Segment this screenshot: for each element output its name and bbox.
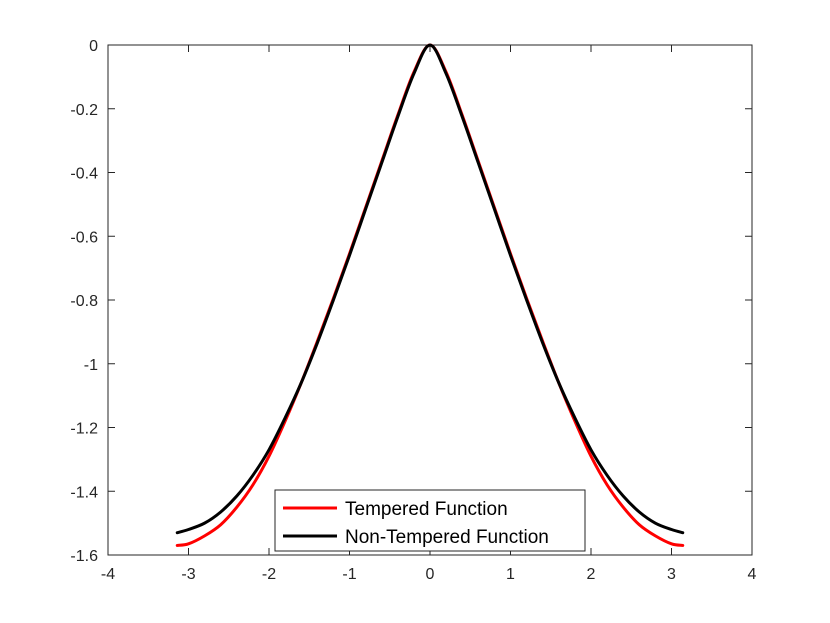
y-tick-label: -0.4 (70, 166, 98, 183)
y-tick-label: -0.8 (70, 293, 98, 310)
legend: Tempered Function Non-Tempered Function (274, 489, 586, 552)
x-tick-label: -4 (101, 566, 115, 583)
legend-label: Tempered Function (345, 499, 508, 520)
plot-area (175, 43, 685, 547)
y-tick-label: 0 (89, 38, 98, 55)
y-tick-label: -1.2 (70, 421, 98, 438)
x-tick-label: 3 (667, 566, 676, 583)
axes: -4 -3 -2 -1 0 1 2 3 4 0 -0.2 -0.4 -0.6 -0.8 -1 -1.2 -1.4… (70, 38, 756, 583)
y-tick-label: -1.4 (70, 484, 98, 501)
x-tick-label: -3 (181, 566, 195, 583)
x-tick-label: 1 (506, 566, 515, 583)
legend-label: Non-Tempered Function (345, 527, 549, 548)
x-tick-label: 0 (426, 566, 435, 583)
y-tick-label: -1.6 (70, 548, 98, 565)
series-line-tempered-function (175, 43, 685, 547)
y-tick-label: -1 (84, 357, 98, 374)
series-line-non-tempered-function (175, 43, 685, 535)
x-tick-label: 2 (587, 566, 596, 583)
legend-box (274, 489, 586, 552)
y-tick-label: -0.2 (70, 102, 98, 119)
y-tick-label: -0.6 (70, 229, 98, 246)
x-tick-label: -1 (342, 566, 356, 583)
x-tick-label: 4 (748, 566, 757, 583)
axes-box (107, 44, 753, 556)
x-tick-label: -2 (262, 566, 276, 583)
